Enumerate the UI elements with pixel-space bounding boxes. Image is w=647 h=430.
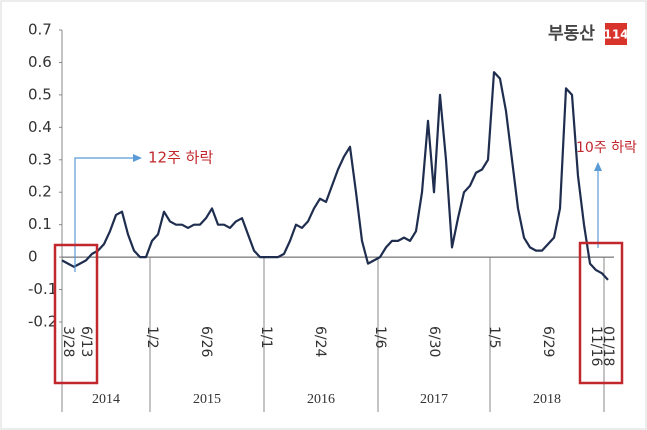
y-tick-label: 0.4 xyxy=(28,118,52,136)
y-tick-label: 0.3 xyxy=(28,150,52,168)
x-tick-label: 6/30 xyxy=(426,326,442,357)
x-tick-label: 1/6 xyxy=(372,326,388,349)
x-tick-label: 01/18 xyxy=(600,326,616,366)
arrow xyxy=(74,157,135,272)
y-tick-label: 0.5 xyxy=(28,85,52,103)
highlight-box xyxy=(53,243,99,385)
annotation: 10주 하락 xyxy=(576,140,637,156)
x-tick-label: 6/29 xyxy=(540,326,556,357)
highlight-box xyxy=(578,241,624,385)
x-tick-label: 1/5 xyxy=(486,326,502,349)
logo-name: 부동산 xyxy=(548,24,595,44)
x-tick-label: 3/28 xyxy=(60,326,76,357)
arrow-head xyxy=(133,154,142,162)
x-tick-label: 6/13 xyxy=(78,326,94,357)
arrow-head xyxy=(594,162,602,171)
x-tick-label: 1/1 xyxy=(258,326,274,349)
x-tick-label: 6/24 xyxy=(312,326,328,358)
y-tick-label: 0.7 xyxy=(28,21,52,39)
y-tick-label: -0.1 xyxy=(28,280,57,298)
x-tick-label: 11/16 xyxy=(588,326,604,366)
y-tick-label: -0.2 xyxy=(28,313,57,331)
line-series xyxy=(61,71,609,281)
y-tick-label: 0.1 xyxy=(28,215,52,233)
logo-number: 114 xyxy=(603,28,628,42)
logo-box xyxy=(605,23,627,45)
x-group-label: 2017 xyxy=(420,392,448,407)
x-group-label: 2016 xyxy=(307,392,335,407)
y-tick-label: 0.2 xyxy=(28,183,52,201)
annotation: 12주 하락 xyxy=(148,149,213,167)
x-tick-label: 1/2 xyxy=(144,326,160,349)
y-tick-label: 0 xyxy=(28,248,38,266)
x-group-label: 2014 xyxy=(92,392,120,407)
y-tick-label: 0.6 xyxy=(28,53,52,71)
x-group-label: 2015 xyxy=(193,392,221,407)
x-group-label: 2018 xyxy=(533,392,561,407)
x-tick-label: 6/26 xyxy=(198,326,214,358)
